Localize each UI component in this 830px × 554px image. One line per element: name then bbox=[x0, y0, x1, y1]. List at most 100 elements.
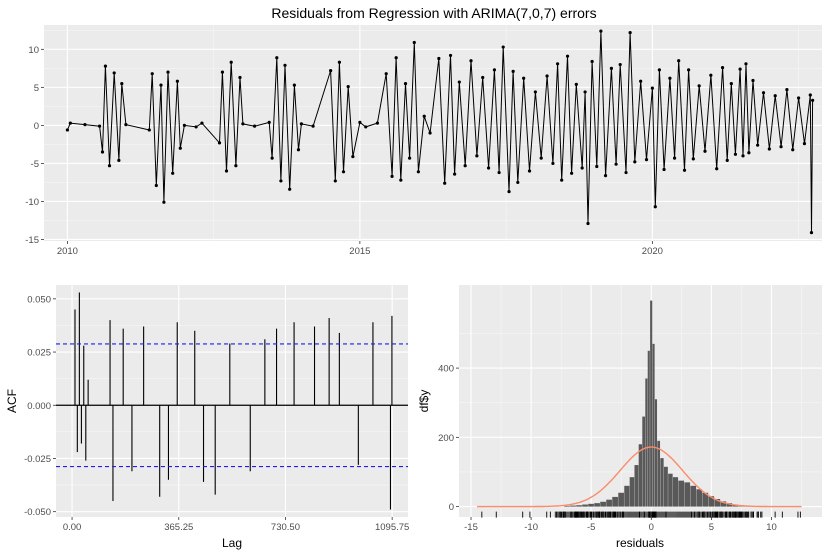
residual-point bbox=[408, 156, 412, 160]
y-tick-label: 0 bbox=[34, 121, 39, 132]
residual-point bbox=[767, 147, 771, 151]
histogram-bar bbox=[564, 505, 570, 507]
histogram-bar bbox=[634, 465, 639, 507]
residual-point bbox=[182, 123, 186, 127]
residual-point bbox=[241, 122, 245, 126]
acf-panel: 0.050 0.025 0.000 -0.025 -0.050 0.00 365.25 73… bbox=[5, 285, 409, 550]
y-tick-label: 5 bbox=[34, 83, 39, 94]
residual-point bbox=[112, 71, 116, 75]
residual-point bbox=[672, 156, 677, 160]
residual-point bbox=[416, 170, 420, 174]
y-tick-label: -0.050 bbox=[24, 507, 51, 518]
histogram-bar bbox=[652, 343, 655, 507]
histogram-bar bbox=[672, 477, 679, 507]
residual-point bbox=[644, 158, 649, 162]
histogram-bar bbox=[645, 378, 648, 507]
residual-point bbox=[238, 75, 242, 80]
residual-point bbox=[756, 143, 760, 147]
residual-point bbox=[691, 157, 695, 161]
residual-point bbox=[147, 128, 151, 132]
residual-point bbox=[809, 231, 814, 235]
residual-point bbox=[364, 125, 368, 129]
residual-point bbox=[741, 154, 745, 158]
residual-point bbox=[229, 60, 233, 64]
residual-point bbox=[351, 154, 355, 159]
histogram-bar bbox=[582, 504, 588, 507]
histogram-bar bbox=[663, 466, 668, 507]
acf-y-axis-title: ACF bbox=[5, 389, 19, 413]
residual-point bbox=[463, 164, 467, 168]
residual-point bbox=[162, 200, 166, 204]
residual-point bbox=[533, 90, 537, 94]
residual-point bbox=[744, 62, 748, 66]
residual-point bbox=[124, 123, 128, 127]
residual-point bbox=[738, 67, 742, 71]
y-tick-label: 0.000 bbox=[27, 401, 51, 412]
histogram-bar bbox=[668, 473, 673, 507]
histogram-bar bbox=[726, 503, 733, 507]
residual-point bbox=[217, 141, 222, 145]
residual-point bbox=[270, 156, 274, 160]
residual-point bbox=[428, 131, 432, 135]
residual-point bbox=[475, 154, 479, 158]
residual-point bbox=[545, 74, 549, 78]
residual-point bbox=[224, 169, 229, 173]
residual-point bbox=[751, 78, 755, 83]
histogram-panel: 0 200 400 -15 -10 -5 0 5 10 residuals df$y bbox=[417, 285, 822, 550]
acf-plot-background bbox=[56, 285, 408, 517]
residual-point bbox=[811, 98, 815, 102]
y-tick-label: 0 bbox=[449, 502, 454, 513]
residual-point bbox=[501, 45, 505, 49]
time-series-panel: 10 5 0 -5 -10 -15 2010 2015 2020 bbox=[25, 25, 822, 257]
residual-point bbox=[448, 53, 453, 58]
y-tick-label: 0.025 bbox=[27, 348, 51, 359]
y-tick-label: -0.025 bbox=[24, 454, 51, 465]
x-tick-label: 1095.75 bbox=[375, 522, 409, 533]
residual-point bbox=[384, 72, 388, 76]
histogram-bar bbox=[642, 416, 646, 507]
histogram-bar bbox=[650, 300, 653, 507]
residual-point bbox=[200, 121, 204, 125]
residual-point bbox=[682, 168, 687, 172]
x-tick-label: 0 bbox=[649, 522, 654, 533]
residual-point bbox=[614, 162, 618, 166]
residual-point bbox=[103, 64, 108, 68]
residual-point bbox=[618, 62, 622, 67]
y-tick-label: -10 bbox=[25, 197, 39, 208]
residual-point bbox=[687, 68, 691, 72]
residual-point bbox=[234, 164, 238, 168]
residual-point bbox=[292, 83, 296, 87]
residual-point bbox=[346, 85, 350, 89]
residual-point bbox=[551, 161, 555, 166]
residual-point bbox=[628, 31, 632, 35]
residual-point bbox=[725, 158, 729, 162]
residual-point bbox=[288, 187, 292, 191]
residual-point bbox=[120, 81, 124, 86]
residual-point bbox=[497, 170, 501, 175]
chart-title: Residuals from Regression with ARIMA(7,0… bbox=[271, 5, 596, 21]
residual-point bbox=[808, 93, 812, 97]
residual-point bbox=[779, 145, 783, 149]
residual-point bbox=[486, 166, 491, 170]
residual-point bbox=[773, 94, 777, 98]
histogram-bar bbox=[570, 505, 576, 507]
normal-density-curve bbox=[477, 446, 802, 508]
residual-point bbox=[570, 171, 574, 175]
residual-point bbox=[453, 172, 457, 176]
histogram-bar bbox=[618, 492, 624, 507]
residual-point bbox=[595, 164, 599, 169]
y-tick-label: 10 bbox=[28, 45, 39, 56]
residual-point bbox=[469, 59, 473, 63]
residual-point bbox=[329, 69, 333, 73]
histogram-bar bbox=[629, 477, 635, 507]
residual-point bbox=[522, 76, 526, 80]
residual-point bbox=[220, 70, 225, 74]
residual-point bbox=[609, 66, 614, 70]
residual-point bbox=[677, 59, 681, 63]
residual-point bbox=[565, 54, 570, 58]
histogram-bar bbox=[638, 444, 643, 507]
x-tick-label: -10 bbox=[524, 522, 538, 533]
histogram-bar bbox=[600, 501, 606, 507]
residual-point bbox=[653, 205, 657, 209]
residual-point bbox=[586, 221, 590, 226]
